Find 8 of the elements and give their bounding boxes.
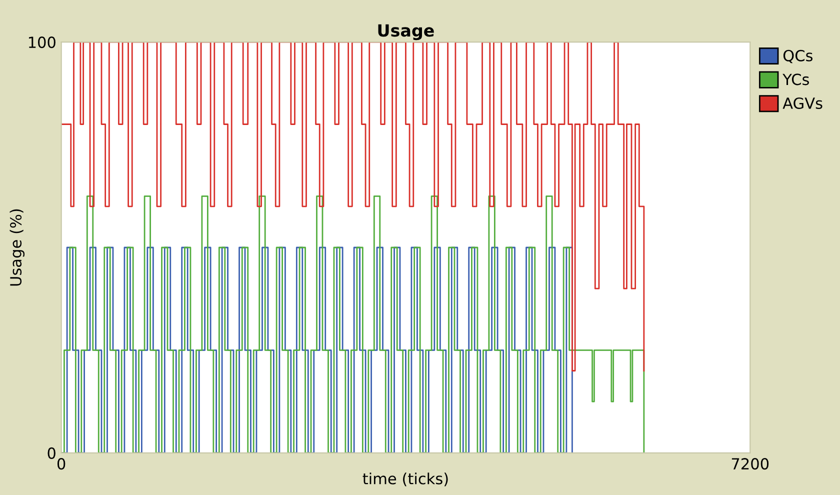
legend-label: AGVs bbox=[782, 97, 822, 109]
y-axis-title: Usage (%) bbox=[10, 209, 25, 286]
chart-title: Usage bbox=[378, 24, 434, 40]
legend-label: YCs bbox=[782, 74, 809, 86]
legend-label: QCs bbox=[783, 50, 812, 64]
x-tick-label: 7200 bbox=[732, 458, 769, 470]
y-tick-label: 100 bbox=[28, 36, 56, 48]
x-axis-title: time (ticks) bbox=[362, 472, 448, 486]
